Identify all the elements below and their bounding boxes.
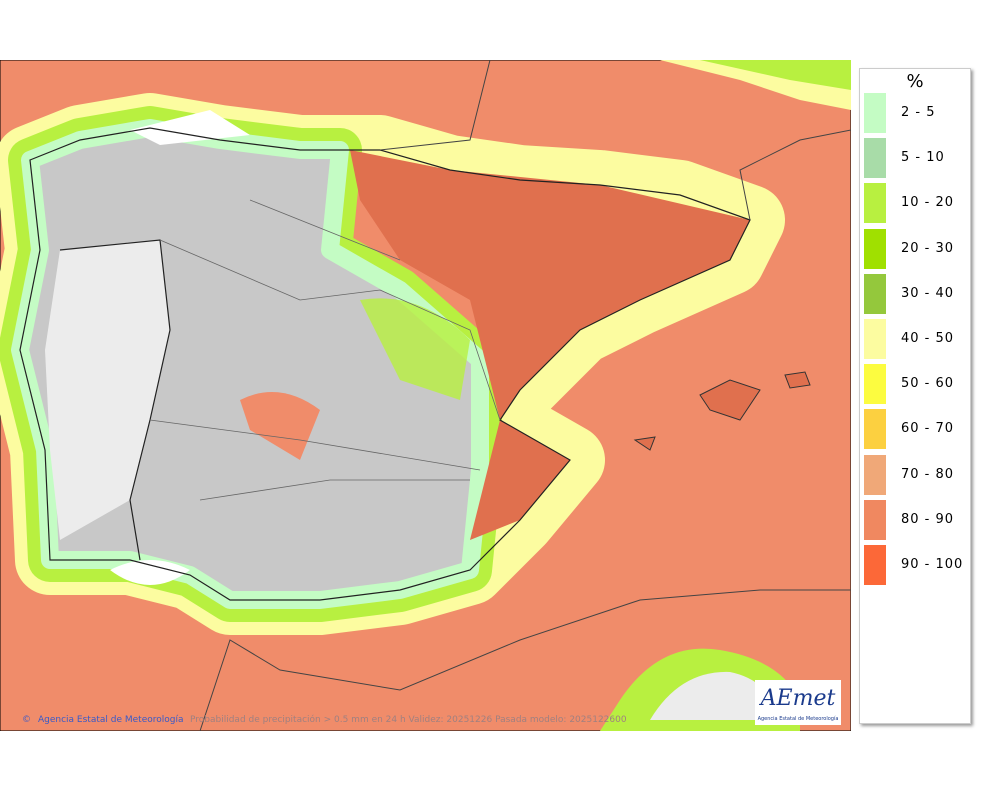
coastline [379,60,851,221]
legend-item: 2 - 5 [864,93,968,138]
legend-label: 80 - 90 [901,511,955,527]
legend-title: % [906,71,924,92]
legend-swatch [864,545,886,585]
legend-label: 30 - 40 [901,285,955,301]
legend-label: 2 - 5 [901,105,936,120]
copyright-icon: © [22,715,31,725]
legend-swatch [864,138,886,179]
legend-item: 10 - 20 [864,183,968,228]
peninsula [0,93,785,635]
caption: Probabilidad de precipitación > 0.5 mm e… [190,714,627,725]
legend-swatch [864,183,886,224]
legend-item: 50 - 60 [864,364,968,409]
legend-item: 80 - 90 [864,499,968,545]
coastline [199,589,851,731]
legend-swatch [864,409,886,450]
islands [633,371,811,451]
legend-item: 5 - 10 [864,138,968,183]
legend-swatch [864,499,886,540]
legend-item: 90 - 100 [864,545,968,590]
legend-swatch [864,93,886,133]
legend-swatch [864,273,886,314]
legend-label: 50 - 60 [901,376,955,392]
legend-label: 5 - 10 [901,150,945,166]
legend-item: 30 - 40 [864,273,968,319]
credit: Agencia Estatal de Meteorología [38,715,184,725]
legend-swatch [864,364,886,405]
legend-swatch [864,454,886,495]
legend-label: 10 - 20 [901,195,955,211]
logo: AEmet [759,686,836,711]
legend-label: 40 - 50 [901,331,955,346]
legend-swatch [864,319,886,359]
logo-box [755,680,841,725]
legend-swatch [864,228,886,269]
legend-label: 60 - 70 [901,421,955,437]
legend-label: 90 - 100 [901,557,964,572]
legend-label: 20 - 30 [901,240,955,256]
map: AEmet Agencia Estatal de Meteorología © … [0,60,851,731]
legend-label: 70 - 80 [901,466,955,482]
legend: % 2 - 5 5 - 10 10 - 20 20 - 30 30 - 40 40 - 5… [859,68,971,724]
legend-item: 70 - 80 [864,454,968,500]
legend-item: 20 - 30 [864,228,968,274]
legend-item: 40 - 50 [864,319,968,364]
logo-subtitle: Agencia Estatal de Meteorología [758,715,839,722]
fringe [700,60,851,90]
land [650,671,780,720]
legend-item: 60 - 70 [864,409,968,454]
